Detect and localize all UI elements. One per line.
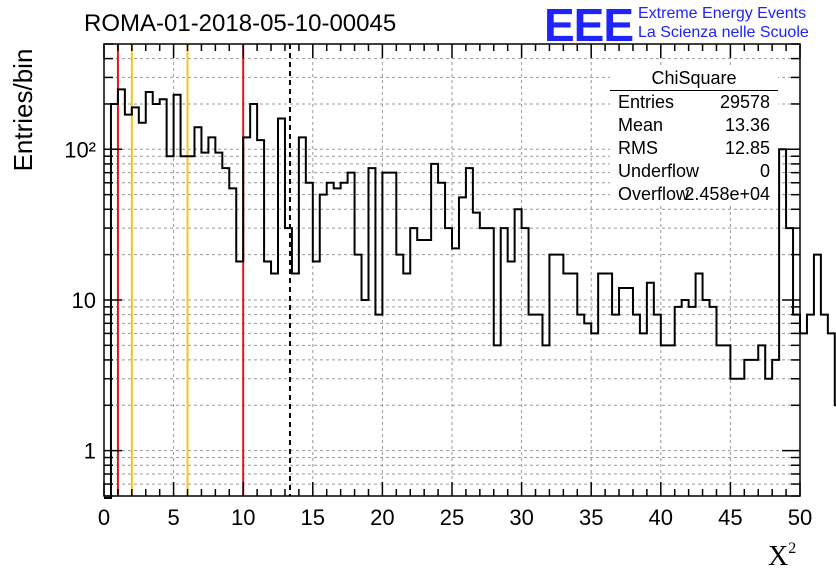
stats-label: Overflow (618, 184, 690, 204)
stats-row-overflow: Overflow 2.458e+04 (610, 183, 778, 206)
stats-row-underflow: Underflow 0 (610, 160, 778, 183)
y-tick-label: 1 (84, 439, 96, 464)
stats-value: 12.85 (724, 138, 770, 158)
y-axis-label: Entries/bin (8, 48, 38, 172)
stats-label: Entries (618, 92, 675, 112)
stats-row-entries: Entries 29578 (610, 91, 778, 114)
x-tick-label: 15 (301, 505, 325, 530)
stats-value: 0 (759, 161, 770, 181)
x-tick-label: 0 (98, 505, 110, 530)
stats-label: Mean (618, 115, 664, 135)
stats-row-rms: RMS 12.85 (610, 137, 778, 160)
eee-logo-text: Extreme Energy Events La Scienza nelle S… (638, 4, 809, 42)
chart-title: ROMA-01-2018-05-10-00045 (84, 10, 397, 37)
stats-box: ChiSquare Entries 29578 Mean 13.36 RMS 1… (610, 66, 778, 206)
eee-logo: EEE (544, 0, 634, 51)
axis-ticks (103, 43, 801, 497)
stats-label: Underflow (618, 161, 700, 181)
x-tick-labels: 0 5 10 15 20 25 30 35 40 45 50 (98, 505, 812, 530)
x-tick-label: 40 (649, 505, 673, 530)
x-axis-label: X2 (768, 540, 797, 572)
x-tick-label: 20 (370, 505, 394, 530)
x-tick-label: 35 (579, 505, 603, 530)
x-tick-label: 45 (718, 505, 742, 530)
stats-value: 13.36 (724, 115, 770, 135)
y-tick-labels: 1 10 10² (64, 137, 96, 463)
logo-line-2: La Scienza nelle Scuole (638, 24, 809, 41)
y-tick-label: 10² (64, 137, 96, 162)
marker-lines (116, 44, 291, 496)
logo-line-1: Extreme Energy Events (638, 5, 807, 22)
stats-name: ChiSquare (610, 66, 778, 91)
stats-value: 29578 (719, 92, 770, 112)
stats-label: RMS (618, 138, 658, 158)
x-tick-label: 30 (509, 505, 533, 530)
y-tick-label: 10 (72, 288, 96, 313)
x-tick-label: 5 (167, 505, 179, 530)
histogram-series (104, 88, 836, 499)
x-tick-label: 50 (788, 505, 812, 530)
x-tick-label: 25 (440, 505, 464, 530)
stats-value: 2.458e+04 (684, 184, 770, 204)
stats-row-mean: Mean 13.36 (610, 114, 778, 137)
x-tick-label: 10 (231, 505, 255, 530)
